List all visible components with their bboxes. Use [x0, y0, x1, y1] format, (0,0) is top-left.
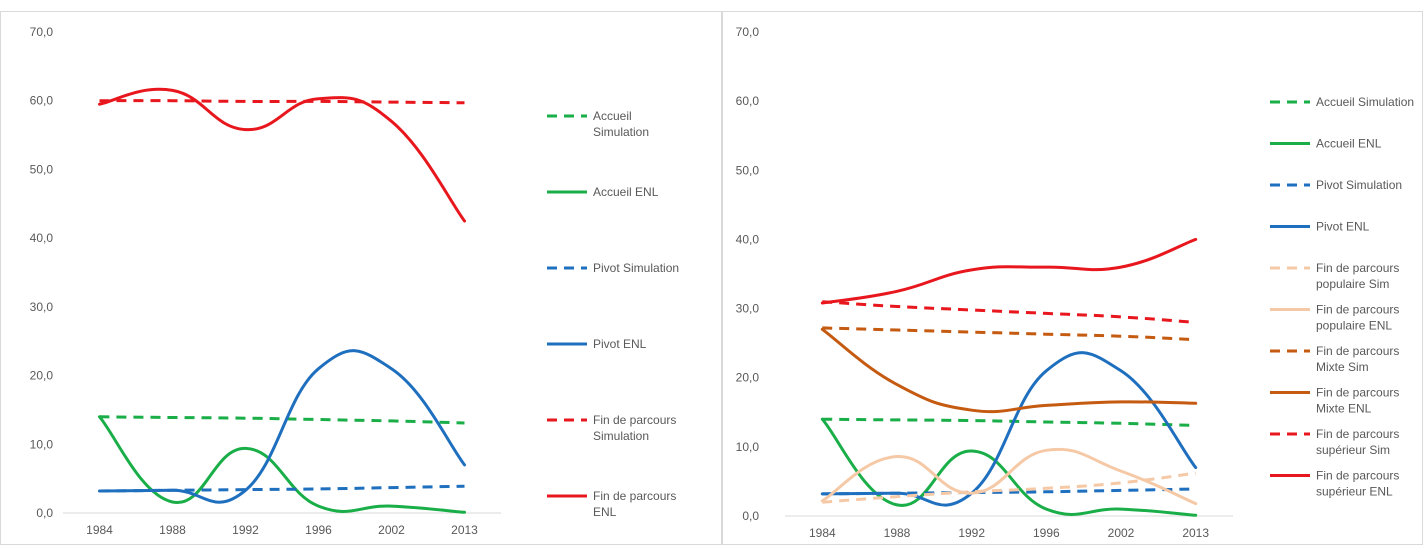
right-legend-label: Fin de parcours populaire ENL [1316, 303, 1399, 333]
left-y-tick-label: 60,0 [30, 94, 54, 108]
left-y-tick-label: 70,0 [30, 25, 54, 39]
left-x-tick-label: 1992 [232, 523, 259, 537]
right-x-tick-label: 1988 [884, 526, 911, 540]
right-line-chart: 0,0 10,0 20,0 30,0 40,0 50,0 60,0 70,0 1984 1988 1… [736, 25, 1414, 540]
left-x-tick-label: 2002 [378, 523, 405, 537]
right-chart-panel: 0,0 10,0 20,0 30,0 40,0 50,0 60,0 70,0 1984 1988 1… [722, 11, 1423, 545]
left-y-tick-label: 50,0 [30, 162, 54, 176]
left-series-fin-de-parcours-enl [98, 87, 466, 223]
left-y-tick-label: 10,0 [30, 437, 54, 451]
right-y-tick-label: 10,0 [736, 440, 760, 454]
right-series-fin-de-parcours-superieur-sim [822, 300, 1196, 324]
right-y-tick-label: 20,0 [736, 371, 760, 385]
left-line-chart: 0,0 10,0 20,0 30,0 40,0 50,0 60,0 70,0 1984 1988 1… [30, 25, 679, 537]
right-series-pivot-simulation [822, 487, 1196, 496]
left-x-tick-label: 1996 [305, 523, 332, 537]
right-legend-label: Fin de parcours populaire Sim [1316, 261, 1399, 291]
right-legend-label: Accueil ENL [1316, 137, 1382, 151]
left-legend-label: Accueil Simulation [593, 109, 649, 139]
left-y-tick-label: 20,0 [30, 369, 54, 383]
left-legend-label: Pivot Simulation [593, 261, 679, 275]
right-series-fin-de-parcours-mixte-sim [822, 326, 1196, 342]
right-series-accueil-enl [820, 417, 1198, 517]
right-legend-label: Pivot Simulation [1316, 178, 1402, 192]
left-y-tick-label: 0,0 [36, 506, 53, 520]
right-y-tick-label: 70,0 [736, 25, 760, 39]
left-legend-label: Accueil ENL [593, 185, 659, 199]
left-x-tick-label: 2013 [451, 523, 478, 537]
right-legend-label: Fin de parcours supérieur ENL [1316, 469, 1399, 499]
right-x-tick-label: 1996 [1033, 526, 1060, 540]
right-x-tick-label: 1984 [809, 526, 836, 540]
left-chart-panel: 0,0 10,0 20,0 30,0 40,0 50,0 60,0 70,0 1984 1988 1… [0, 11, 722, 545]
left-legend-label: Fin de parcours Simulation [593, 413, 676, 443]
right-legend-label: Pivot ENL [1316, 220, 1370, 234]
right-y-tick-label: 40,0 [736, 232, 760, 246]
right-y-tick-label: 50,0 [736, 163, 760, 177]
left-y-tick-label: 40,0 [30, 231, 54, 245]
left-series-pivot-enl [98, 349, 466, 504]
right-legend-label: Fin de parcours Mixte ENL [1316, 386, 1399, 416]
right-y-tick-label: 60,0 [736, 94, 760, 108]
right-series-accueil-simulation [822, 417, 1196, 427]
left-legend-label: Fin de parcours ENL [593, 489, 676, 519]
left-x-tick-label: 1984 [86, 523, 113, 537]
right-legend-label: Fin de parcours supérieur Sim [1316, 427, 1399, 457]
left-series-fin-de-parcours-simulation [99, 99, 465, 105]
left-x-tick-label: 1988 [159, 523, 186, 537]
right-series-fin-de-parcours-superieur-enl [820, 237, 1198, 305]
right-series-fin-de-parcours-populaire-enl [820, 447, 1198, 506]
right-x-tick-label: 2002 [1108, 526, 1135, 540]
right-series-pivot-enl [820, 351, 1198, 507]
right-series-fin-de-parcours-populaire-sim [822, 471, 1196, 504]
right-y-tick-label: 0,0 [742, 509, 759, 523]
right-series-fin-de-parcours-mixte-enl [820, 327, 1198, 414]
right-x-tick-label: 2013 [1182, 526, 1209, 540]
right-x-tick-label: 1992 [958, 526, 985, 540]
left-series-accueil-simulation [99, 415, 465, 425]
left-y-tick-label: 30,0 [30, 300, 54, 314]
right-y-tick-label: 30,0 [736, 302, 760, 316]
left-legend-label: Pivot ENL [593, 337, 647, 351]
right-legend-label: Fin de parcours Mixte Sim [1316, 344, 1399, 374]
right-legend-label: Accueil Simulation [1316, 95, 1414, 109]
left-series-accueil-enl [98, 415, 466, 514]
